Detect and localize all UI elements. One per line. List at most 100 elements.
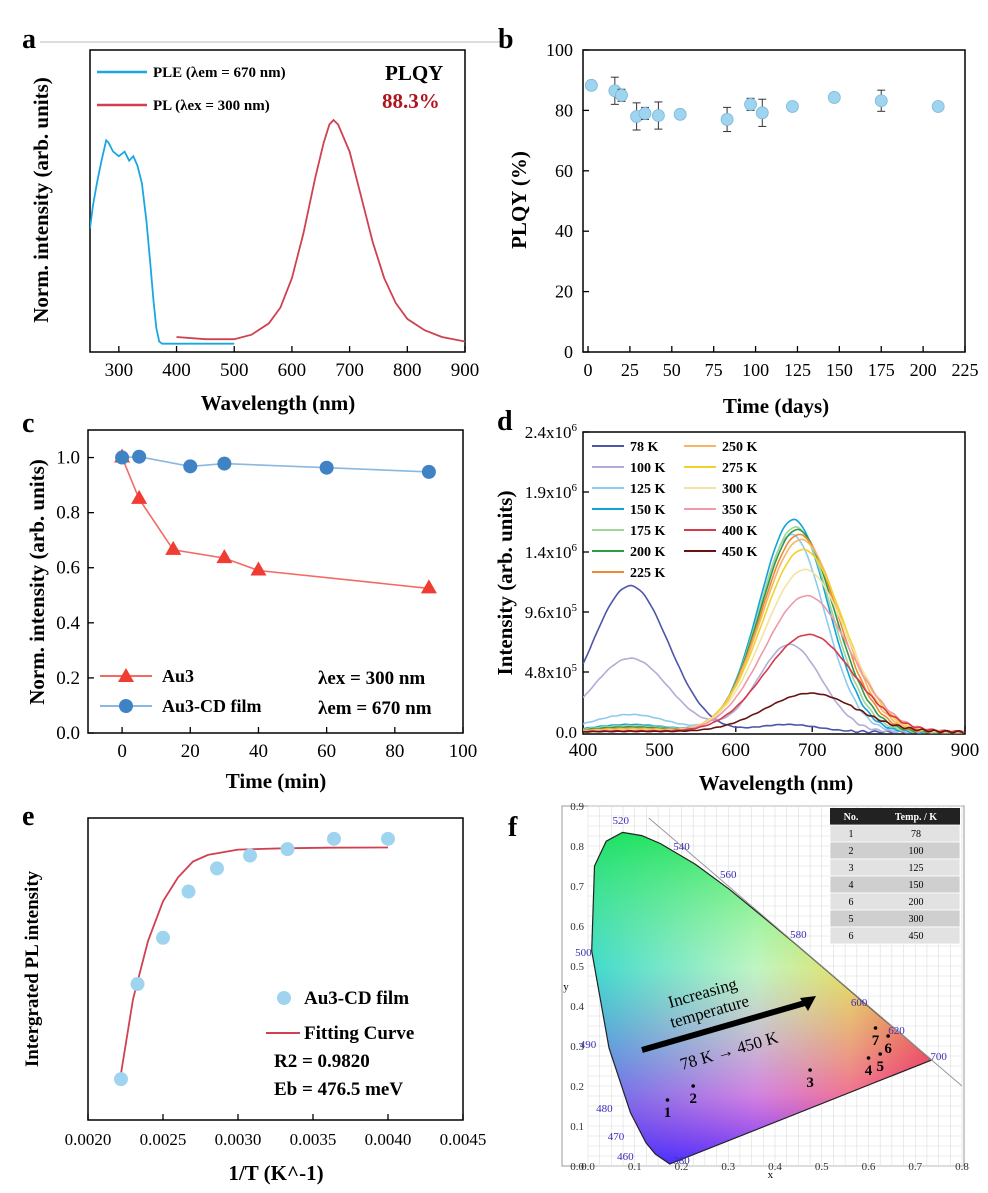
data-point-b xyxy=(673,107,687,121)
temperature-table: No. Temp. / K 1 78 2 100 3 125 4 150 6 200 5 300 6 450 xyxy=(829,808,961,945)
data-point-e xyxy=(381,831,395,846)
wavelength-label-600: 600 xyxy=(851,997,868,1009)
legend-label-ple: PLE (λem = 670 nm) xyxy=(153,65,286,81)
series-group-d xyxy=(583,518,964,734)
ytick-label-c: 0.2 xyxy=(56,668,80,689)
xtick-label-d: 900 xyxy=(951,740,980,761)
series-group-b xyxy=(584,76,945,133)
axes-c: 0 20 40 60 80 100 0.0 0.2 0.4 0.6 0.8 1.0 xyxy=(56,448,477,762)
ytick-label-d: 1.9x106 xyxy=(525,482,578,502)
legend-label-d: 125 K xyxy=(630,482,666,497)
xtick-label-b: 50 xyxy=(663,360,681,380)
wavelength-label-520: 520 xyxy=(612,815,629,827)
wavelength-label-560: 560 xyxy=(720,869,737,881)
data-point-b xyxy=(744,97,757,111)
xtick-label-b: 25 xyxy=(621,360,639,380)
xtick-label-d: 600 xyxy=(722,740,751,761)
ytick-label-f: 0.1 xyxy=(570,1121,584,1133)
cie-point xyxy=(665,1098,670,1102)
data-point-e xyxy=(114,1072,128,1087)
data-point-e xyxy=(327,831,341,846)
xtick-label-e: 0.0045 xyxy=(440,1130,487,1149)
xtick-label-e: 0.0025 xyxy=(140,1130,187,1149)
xtick-label-c: 0 xyxy=(117,741,127,762)
spectrum-400k xyxy=(583,633,964,734)
xtick-label-f: 0.8 xyxy=(955,1161,969,1173)
series-line-pl xyxy=(176,118,465,343)
axes-b: 0 25 50 75 100 125 150 175 200 225 0 20 40 60 80 100 xyxy=(546,40,979,380)
data-point-e xyxy=(156,930,170,945)
legend-marker-film xyxy=(119,699,133,713)
xtick-label-f: 0.3 xyxy=(721,1161,735,1173)
xtick-label-f: 0.7 xyxy=(908,1161,922,1173)
data-point-film xyxy=(132,449,147,464)
xtick-label-e: 0.0030 xyxy=(215,1130,262,1149)
table-cell-no: 2 xyxy=(849,846,854,857)
legend-marker-points-e xyxy=(277,991,291,1005)
legend-label-d: 250 K xyxy=(722,440,758,455)
xtick-label-f: 0.1 xyxy=(628,1161,642,1173)
xtick-label-c: 100 xyxy=(449,741,478,762)
table-cell-no: 1 xyxy=(849,829,854,840)
xtick-label-d: 800 xyxy=(874,740,903,761)
ytick-label-d: 2.4x106 xyxy=(525,422,578,442)
xlabel-c: Time (min) xyxy=(226,769,327,793)
xtick-label-b: 125 xyxy=(784,360,811,380)
table-cell-temp: 125 xyxy=(909,863,924,874)
wavelength-label-460: 460 xyxy=(617,1151,634,1163)
table-cell-no: 5 xyxy=(849,914,854,925)
panel-b: b 0 25 50 75 100 125 150 175 200 225020406080100 … xyxy=(498,24,979,418)
xtick-label-f: 0.4 xyxy=(768,1161,782,1173)
wavelength-label-480: 480 xyxy=(596,1103,613,1115)
cie-point-label: 4 xyxy=(865,1063,873,1079)
xtick-label-e: 0.0040 xyxy=(365,1130,412,1149)
ytick-label-f: 0.8 xyxy=(570,841,584,853)
data-point-b xyxy=(720,113,734,126)
xtick-label-c: 40 xyxy=(249,741,268,762)
xtick-label-b: 100 xyxy=(742,360,769,380)
r-squared-label: R2 = 0.9820 xyxy=(274,1051,370,1072)
table-row xyxy=(829,926,961,945)
data-point-film xyxy=(115,450,130,465)
xtick-label-a: 600 xyxy=(278,360,307,381)
legend-label-d: 175 K xyxy=(630,524,666,539)
binding-energy-label: Eb = 476.5 meV xyxy=(274,1079,403,1100)
ylabel-c: Norm. intensity (arb. units) xyxy=(25,459,49,705)
wavelength-label-490: 490 xyxy=(580,1039,597,1051)
xtick-label-f: 0.2 xyxy=(675,1161,689,1173)
xtick-label-f: 0.0 xyxy=(581,1161,595,1173)
legend-label-d: 400 K xyxy=(722,524,758,539)
xtick-label-b: 175 xyxy=(868,360,895,380)
data-point-b xyxy=(786,100,799,113)
xlabel-d: Wavelength (nm) xyxy=(699,771,854,795)
xaxis-label-f: x xyxy=(768,1169,774,1181)
xtick-label-e: 0.0035 xyxy=(290,1130,337,1149)
data-point-au3 xyxy=(131,489,148,504)
cie-point-label: 7 xyxy=(872,1033,880,1049)
wavelength-label-500: 500 xyxy=(575,947,592,959)
spectrum-350k xyxy=(583,594,964,734)
cie-tangent-line xyxy=(648,817,963,1087)
table-cell-no: 4 xyxy=(849,880,854,891)
ytick-label-c: 1.0 xyxy=(56,448,80,469)
legend-label-d: 200 K xyxy=(630,545,666,560)
ytick-label-b: 100 xyxy=(546,40,573,60)
xtick-label-e: 0.0020 xyxy=(65,1130,112,1149)
legend-marker-au3 xyxy=(118,668,134,682)
legend-label-fit-e: Fitting Curve xyxy=(304,1023,414,1044)
panel-e: e 0.0020 0.0025 0.0030 0.0035 0.0040 0.0045 A… xyxy=(22,801,486,1185)
data-point-au3 xyxy=(165,540,182,555)
ytick-label-d: 9.6x105 xyxy=(525,602,578,622)
spectrum-150k xyxy=(583,518,964,734)
ytick-label-b: 40 xyxy=(555,221,573,241)
data-point-b xyxy=(651,109,665,122)
xtick-label-a: 900 xyxy=(451,360,480,381)
data-point-e xyxy=(130,977,145,992)
plqy-value: 88.3% xyxy=(382,89,440,113)
cie-point xyxy=(691,1084,695,1088)
table-cell-temp: 78 xyxy=(911,829,921,840)
xtick-label-a: 400 xyxy=(162,360,191,381)
xtick-label-a: 500 xyxy=(220,360,249,381)
arrow-head xyxy=(800,996,816,1011)
